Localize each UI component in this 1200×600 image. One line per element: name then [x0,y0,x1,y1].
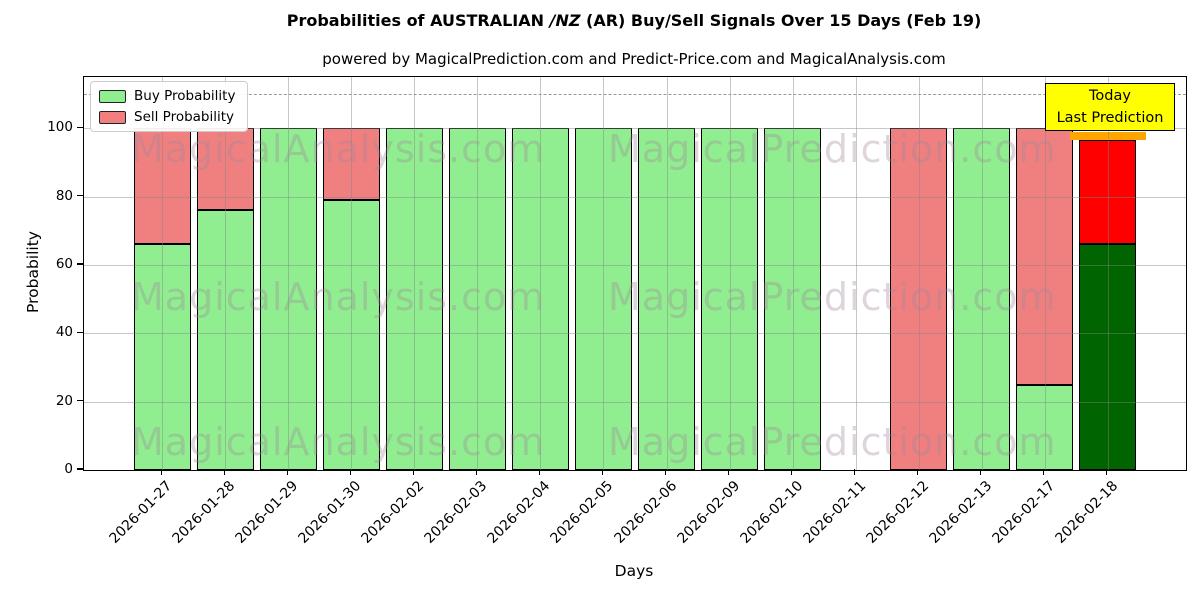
bar-buy-segment [953,128,1010,470]
today-annotation-line1: Today [1089,88,1131,104]
gridline-v [666,77,668,470]
chart-subtitle: powered by MagicalPrediction.com and Pre… [322,50,946,68]
x-tick-label: 2026-01-27 [106,478,176,547]
gridline-v [1044,77,1046,470]
bar-sell-segment [323,128,380,200]
gridline-h [84,128,1186,130]
chart-title-prefix: Probabilities of AUSTRALIAN [286,11,550,30]
bar-sell-segment [890,128,947,470]
gridline-h [84,264,1186,266]
today-annotation-line2: Last Prediction [1056,110,1164,127]
legend-swatch-sell [99,110,126,124]
gridline-v [1107,77,1109,470]
gridline-v [981,77,983,470]
bar-buy-segment [260,128,317,470]
gridline-v [351,77,353,470]
bar-buy-segment [449,128,506,470]
gridline-v [855,77,857,470]
bar-sell-segment [197,128,254,211]
x-tick-label: 2026-02-11 [799,478,869,547]
gridline-v [162,77,164,470]
bar-buy-segment [1079,244,1136,470]
bar-buy-segment [197,210,254,470]
chart-title-suffix: (AR) Buy/Sell Signals Over 15 Days (Feb … [580,11,982,30]
x-tick-label: 2026-02-12 [862,478,932,547]
gridline-v [414,77,416,470]
y-tick-label: 0 [64,461,73,477]
bar-buy-segment [134,244,191,470]
x-tick-label: 2026-02-05 [547,478,617,547]
gridline-v [477,77,479,470]
y-tick-label: 40 [55,324,73,341]
bar-buy-segment [386,128,443,470]
x-axis-title: Days [614,562,654,580]
x-tick-label: 2026-01-30 [295,478,365,547]
gridline-h [84,196,1186,198]
bar-buy-segment [323,200,380,470]
x-tick-label: 2026-02-10 [736,478,806,547]
x-tick-label: 2026-02-09 [673,478,743,547]
bar-buy-segment [764,128,821,470]
x-tick-label: 2026-02-17 [989,478,1058,547]
gridline-v [540,77,542,470]
gridline-h [84,333,1186,335]
today-annotation-box: Today Last Prediction [1045,83,1175,131]
plot-area: MagicalAnalysis.com MagicalPrediction.com… [83,76,1187,471]
x-tick-label: 2026-01-29 [232,478,302,547]
gridline-v [729,77,731,470]
gridline-v [603,77,605,470]
x-tick-label: 2026-02-04 [484,478,554,547]
y-tick-label: 20 [55,392,73,409]
bar-buy-segment [575,128,632,470]
y-tick-label: 100 [47,119,73,136]
bar-buy-segment [638,128,695,470]
y-axis-title: Probability [24,231,42,313]
legend-label-buy: Buy Probability [134,88,236,104]
bar-buy-segment [701,128,758,470]
bar-sell-segment [1079,140,1136,245]
x-tick-label: 2026-02-06 [610,478,680,547]
legend-item-buy: Buy Probability [99,88,235,104]
gridline-v [918,77,920,470]
gridline-v [225,77,227,470]
x-tick-label: 2026-01-28 [169,478,239,547]
x-tick-label: 2026-02-13 [925,478,995,547]
bar-buy-segment [512,128,569,470]
y-tick-label: 80 [55,187,73,204]
gridline-v [288,77,290,470]
legend: Buy Probability Sell Probability [90,81,249,132]
x-tick-label: 2026-02-03 [421,478,491,547]
guide-dashed-line [84,94,1186,96]
legend-item-sell: Sell Probability [99,109,235,125]
bar-sell-segment [134,128,191,245]
gridline-h [84,401,1186,403]
gridline-v [792,77,794,470]
chart-title: Probabilities of AUSTRALIAN /NZ (AR) Buy… [83,11,1185,30]
legend-label-sell: Sell Probability [134,109,235,125]
bar-buy-segment [1016,384,1073,470]
chart-title-italic-pair: /NZ [549,11,581,30]
x-tick-label: 2026-02-02 [358,478,428,547]
legend-swatch-buy [99,89,126,103]
bar-sell-segment [1016,128,1073,385]
x-tick-label: 2026-02-18 [1052,478,1121,547]
today-bar-highlight-cap [1069,131,1146,141]
